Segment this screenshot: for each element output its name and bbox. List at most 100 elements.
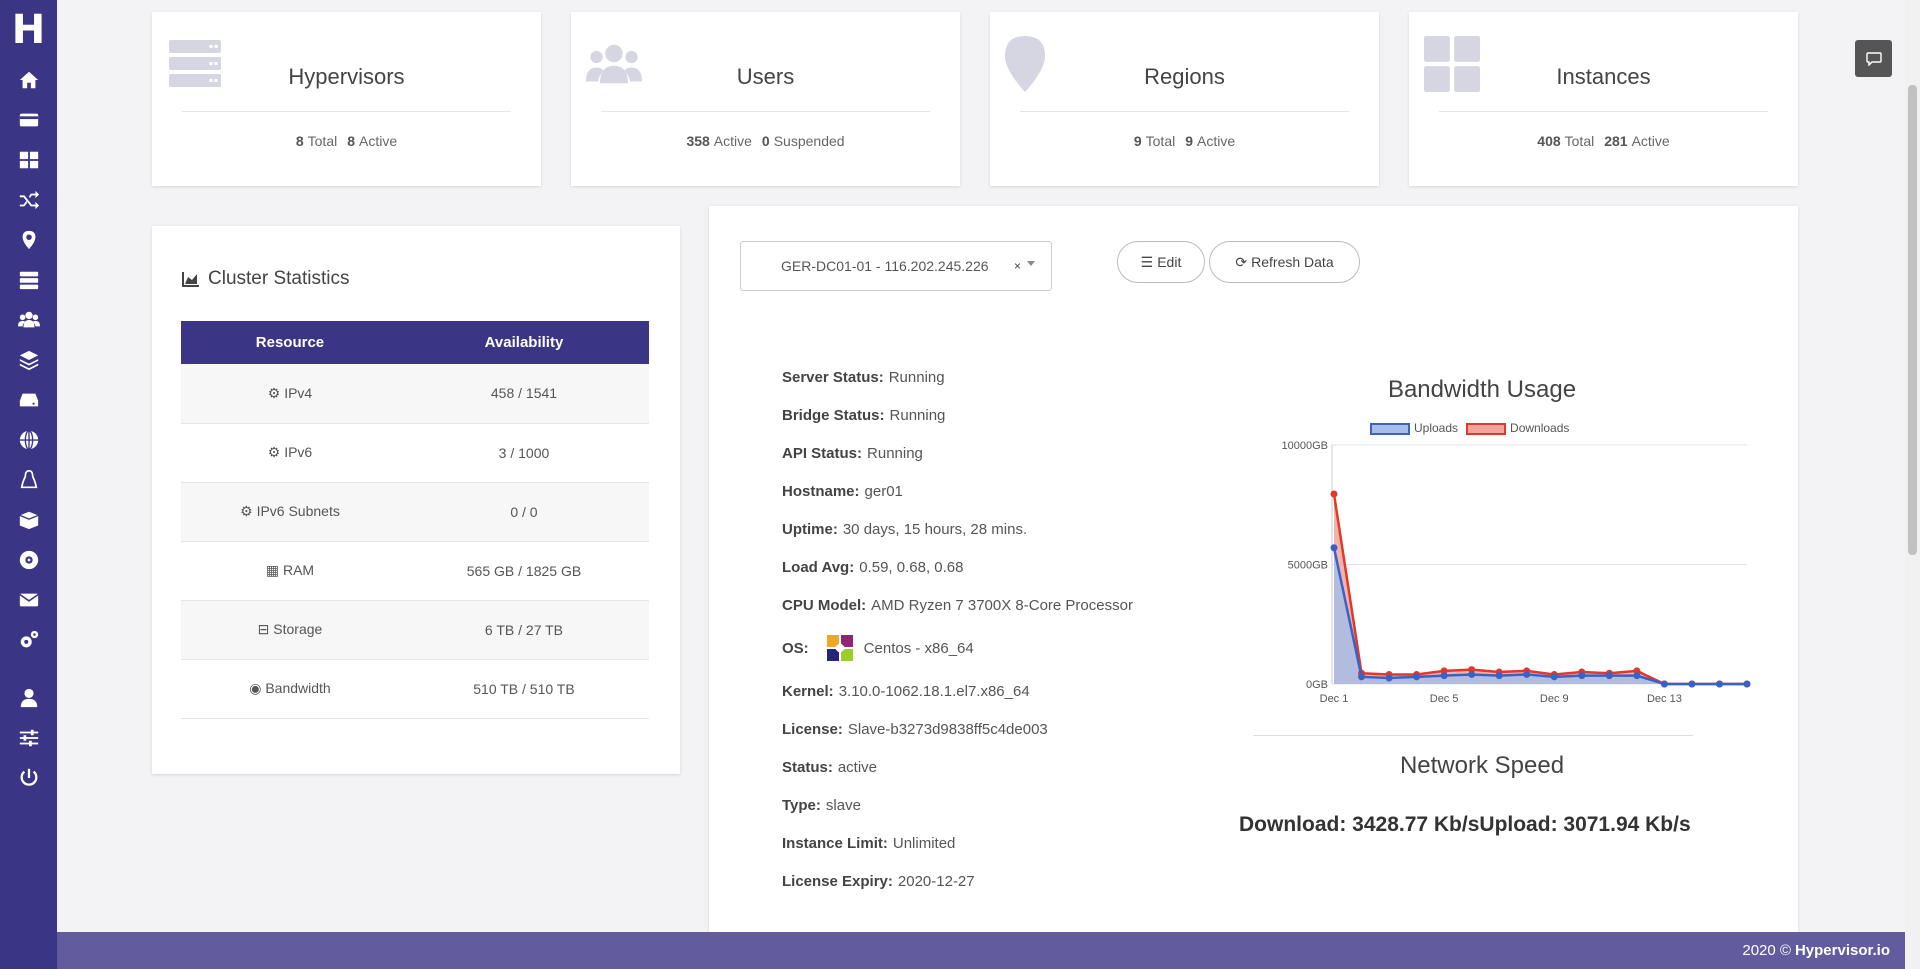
list-icon: ☰: [1140, 253, 1154, 270]
availability-column-header: Availability: [398, 321, 649, 364]
info-key: OS:: [782, 639, 809, 657]
refresh-data-button[interactable]: ⟳ Refresh Data: [1209, 241, 1360, 283]
dashboard-icon: [19, 151, 38, 169]
tachometer-icon: ◉: [249, 680, 266, 696]
sidebar-item-map-marker[interactable]: [0, 220, 57, 260]
stat-value: 9: [1185, 133, 1194, 149]
sidebar-item-user[interactable]: [0, 678, 57, 718]
info-row: Server Status: Running: [782, 358, 1133, 396]
hdd-icon: [19, 393, 38, 407]
data-point-uploads: [1715, 680, 1723, 688]
users-icon: [17, 311, 40, 328]
stat-value: 8: [295, 133, 304, 149]
stat-label: Active: [713, 133, 752, 149]
sidebar-item-shuffle[interactable]: [0, 180, 57, 220]
info-row: Uptime: 30 days, 15 hours, 28 mins.: [782, 510, 1133, 548]
legend-uploads[interactable]: Uploads: [1370, 421, 1458, 435]
stat-label: Total: [307, 133, 338, 149]
sidebar-item-dashboard[interactable]: [0, 140, 57, 180]
info-row: Kernel: 3.10.0-1062.18.1.el7.x86_64: [782, 672, 1133, 710]
chart-legend: Uploads Downloads: [1370, 421, 1569, 435]
info-key: CPU Model:: [782, 596, 867, 614]
series-line-downloads: [1332, 493, 1747, 686]
refresh-button-label: Refresh Data: [1251, 254, 1334, 270]
sidebar-item-hdd[interactable]: [0, 380, 57, 420]
server-detail-card: [709, 206, 1798, 932]
table-row: ⚙ IPv4 458 / 1541: [181, 364, 649, 424]
table-row: ⚙ IPv6 3 / 1000: [181, 423, 649, 483]
card-stats: 8 Total 8 Active: [152, 133, 541, 149]
sidebar-item-linux[interactable]: [0, 460, 57, 500]
data-point-uploads: [1523, 670, 1531, 678]
cog-icon: ⚙: [267, 384, 285, 401]
scrollbar-thumb[interactable]: [1908, 85, 1917, 555]
edit-button[interactable]: ☰ Edit: [1117, 241, 1205, 283]
brand-logo[interactable]: H: [11, 7, 46, 53]
sidebar-item-envelope[interactable]: [0, 580, 57, 620]
layers-icon: [19, 350, 38, 371]
info-row: OS: Centos - x86_64: [782, 624, 1133, 672]
selected-server: GER-DC01-01 - 116.202.245.226: [781, 258, 989, 274]
info-row: API Status: Running: [782, 434, 1133, 472]
sidebar-item-server[interactable]: [0, 260, 57, 300]
sidebar-item-disc[interactable]: [0, 540, 57, 580]
sidebar-item-users[interactable]: [0, 300, 57, 340]
resource-cell: ⊟ Storage: [181, 600, 399, 660]
sidebar-item-card[interactable]: [0, 100, 57, 140]
servers-icon: [169, 40, 221, 87]
x-tick-label: Dec 9: [1540, 693, 1569, 705]
cluster-title-text: Cluster Statistics: [208, 268, 350, 289]
chat-button[interactable]: [1855, 40, 1892, 77]
data-point-uploads: [1660, 680, 1668, 688]
availability-cell: 0 / 0: [398, 482, 649, 542]
stat-label: Active: [1197, 133, 1236, 149]
clear-selection-icon[interactable]: ×: [1013, 259, 1021, 273]
sidebar-item-power[interactable]: [0, 758, 57, 798]
info-value: 3.10.0-1062.18.1.el7.x86_64: [838, 682, 1030, 700]
availability-cell: 6 TB / 27 TB: [398, 600, 649, 660]
sidebar-item-sliders[interactable]: [0, 718, 57, 758]
footer-brand-link[interactable]: Hypervisor.io: [1794, 942, 1890, 959]
data-point-uploads: [1440, 672, 1448, 680]
area-chart-icon: [182, 272, 199, 287]
shuffle-icon: [19, 190, 39, 210]
sidebar-item-box[interactable]: [0, 500, 57, 540]
chevron-down-icon[interactable]: [1027, 261, 1035, 266]
server-select[interactable]: GER-DC01-01 - 116.202.245.226 ×: [740, 241, 1052, 291]
card-stats: 358 Active 0 Suspended: [571, 133, 960, 149]
sidebar-item-home[interactable]: [0, 60, 57, 100]
info-key: Status:: [782, 758, 833, 776]
info-row: Hostname: ger01: [782, 472, 1133, 510]
edit-button-label: Edit: [1157, 254, 1182, 270]
availability-cell: 458 / 1541: [398, 364, 649, 424]
info-key: API Status:: [782, 444, 863, 462]
sidebar-item-layers[interactable]: [0, 340, 57, 380]
info-value: Running: [888, 368, 945, 386]
info-key: License:: [782, 720, 843, 738]
card-stats: 408 Total 281 Active: [1409, 133, 1798, 149]
map-marker-icon: [22, 230, 35, 250]
legend-downloads[interactable]: Downloads: [1466, 421, 1569, 435]
stat-label: Active: [1631, 133, 1670, 149]
resource-cell: ▦ RAM: [181, 541, 399, 601]
sidebar: H: [0, 0, 57, 969]
resource-table: Resource Availability ⚙ IPv4 458 / 1541 …: [181, 321, 649, 719]
card-title: Regions: [1144, 64, 1225, 89]
sidebar-item-cogs[interactable]: [0, 620, 57, 660]
scrollbar[interactable]: [1905, 0, 1920, 969]
info-key: Instance Limit:: [782, 834, 888, 852]
info-value: ger01: [864, 482, 903, 500]
divider: [182, 111, 511, 112]
divider: [1020, 111, 1349, 112]
availability-cell: 3 / 1000: [398, 423, 649, 483]
regions-card: Regions 9 Total 9 Active: [990, 12, 1379, 186]
info-key: Load Avg:: [782, 558, 855, 576]
series-area-downloads: [1334, 493, 1747, 684]
info-value: 0.59, 0.68, 0.68: [859, 558, 964, 576]
stat-value: 9: [1133, 133, 1142, 149]
sidebar-item-globe[interactable]: [0, 420, 57, 460]
info-value: 30 days, 15 hours, 28 mins.: [842, 520, 1028, 538]
stat-value: 408: [1537, 133, 1561, 149]
table-row: ▦ RAM 565 GB / 1825 GB: [181, 541, 649, 601]
stat-value: 281: [1604, 133, 1628, 149]
